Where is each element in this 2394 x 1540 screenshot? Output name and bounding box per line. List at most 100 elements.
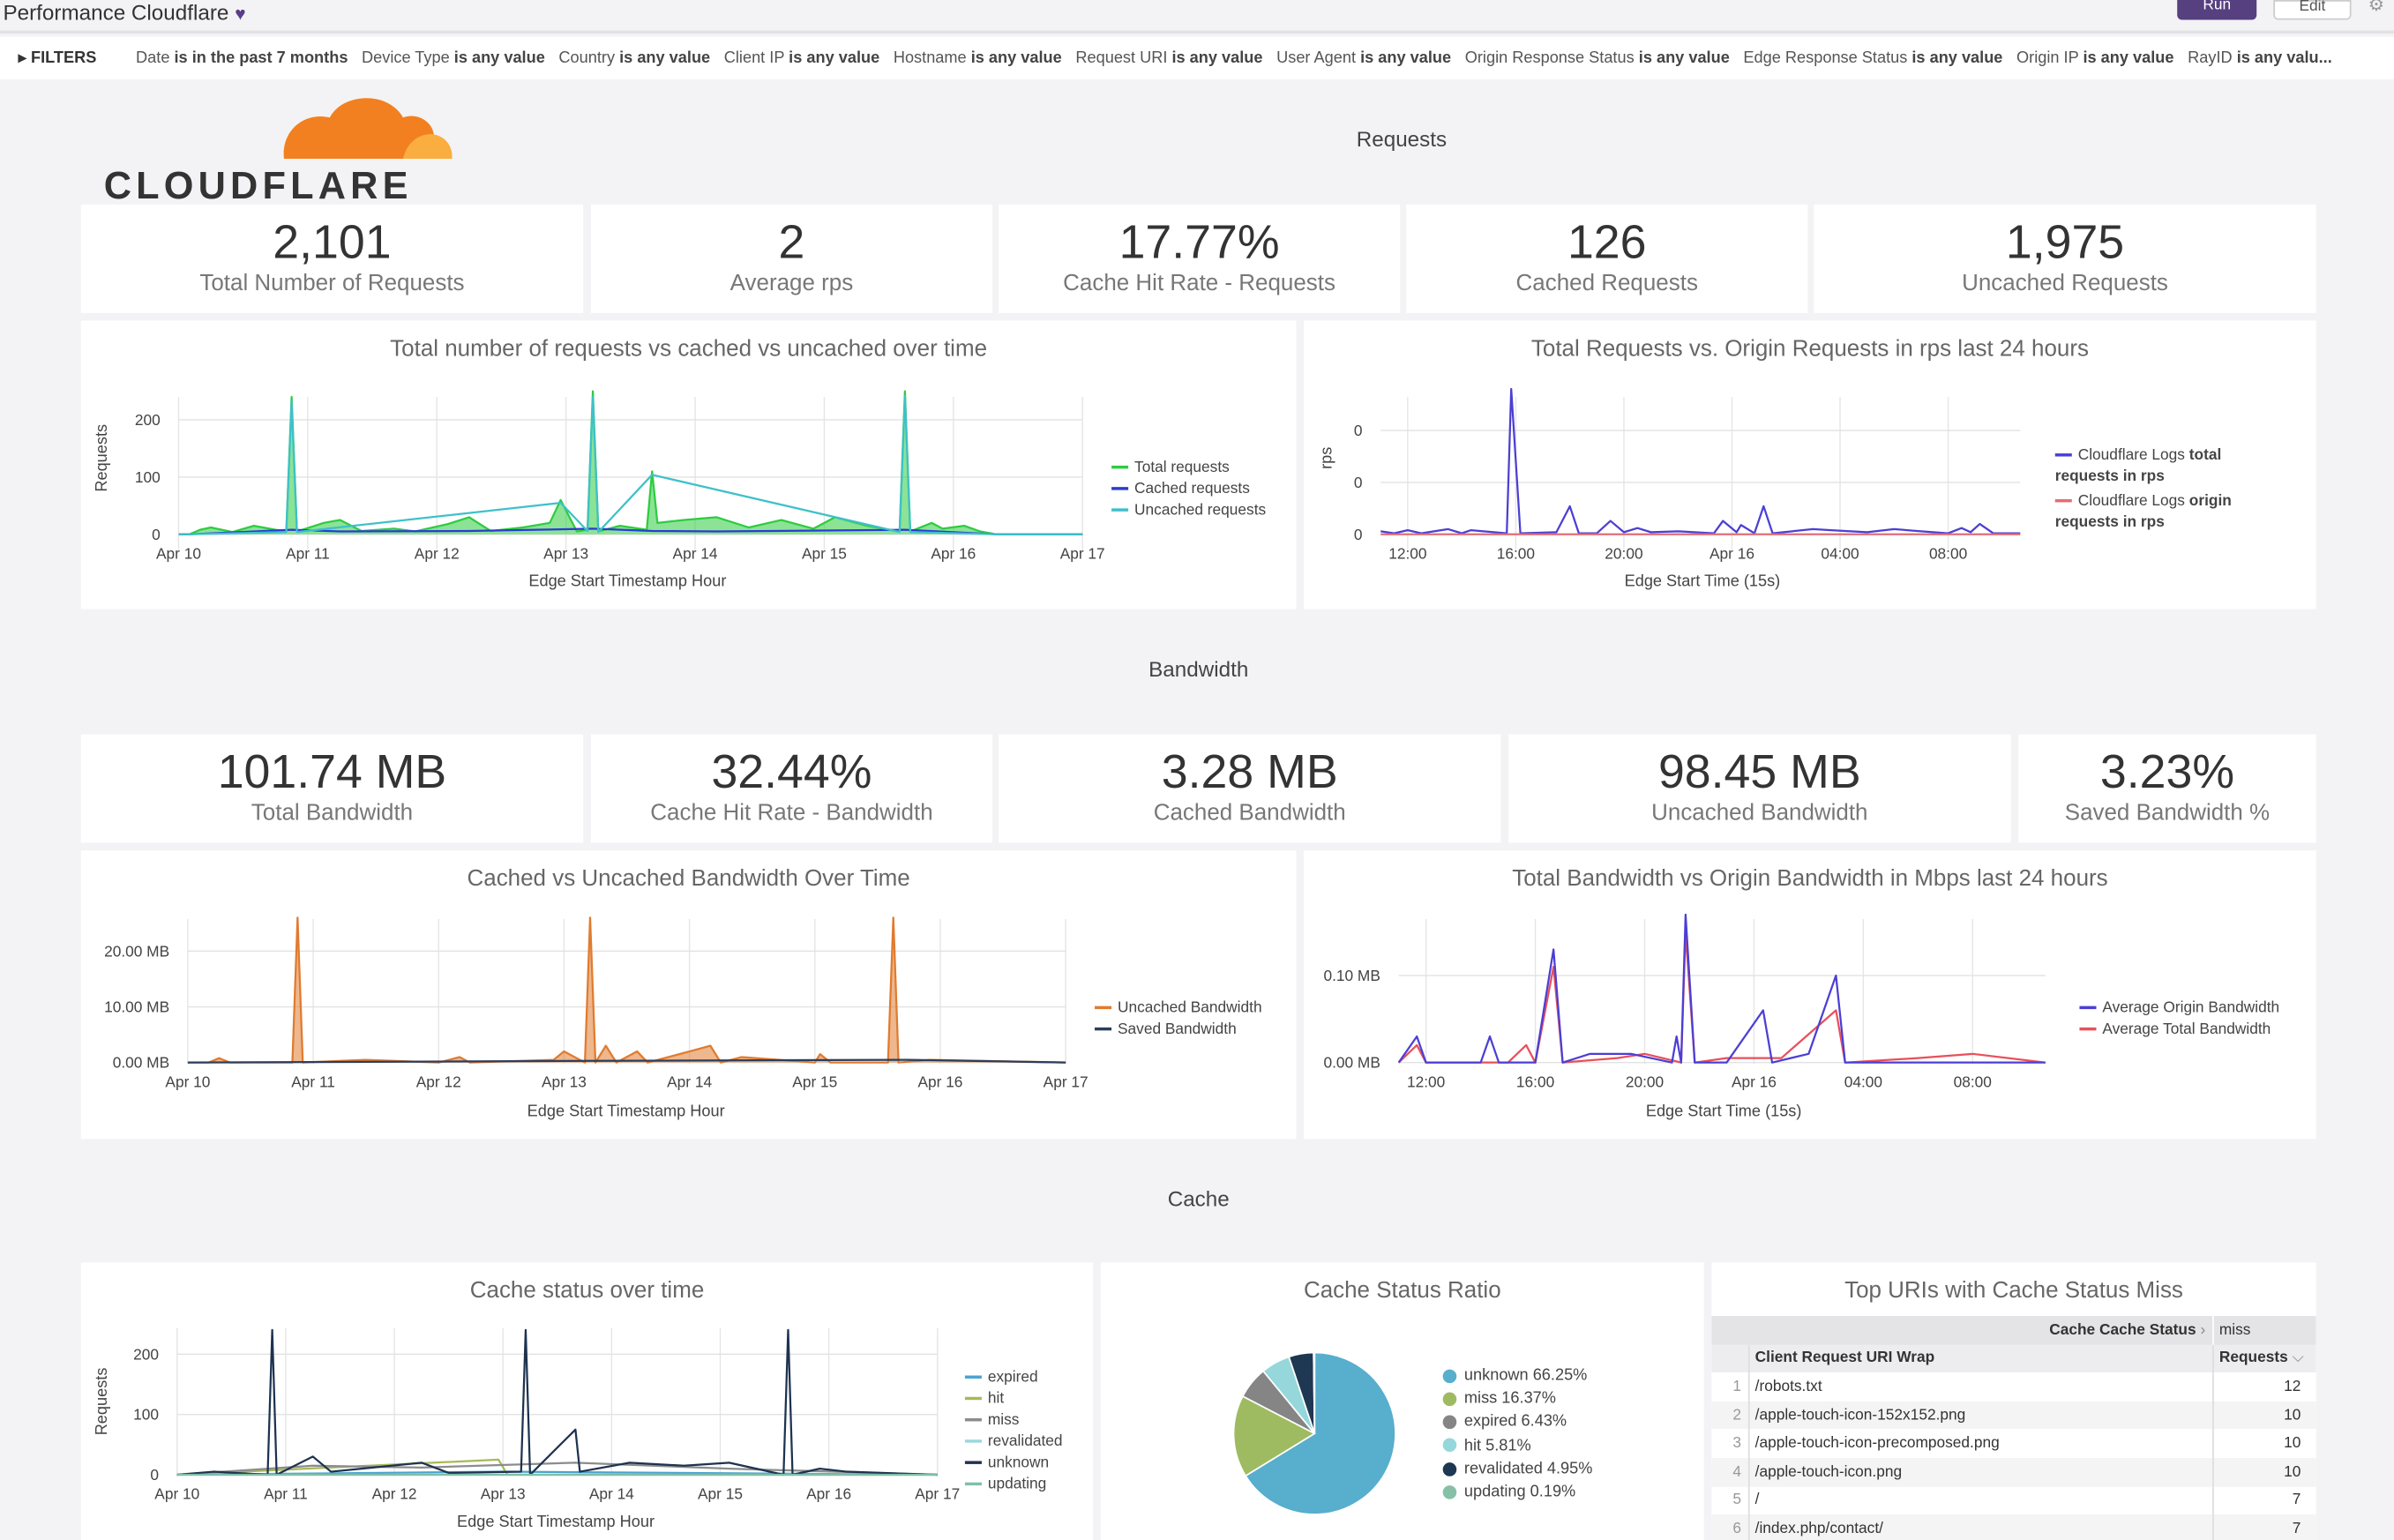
gear-icon[interactable]: ⚙ bbox=[2368, 0, 2385, 16]
legend-item[interactable]: Cloudflare Logs origin requests in rps bbox=[2054, 491, 2269, 534]
filter-chip[interactable]: Country is any value bbox=[558, 49, 710, 67]
chart-legend: Total requests Cached requests Uncached re… bbox=[1111, 458, 1356, 522]
legend-item[interactable]: updating 0.19% bbox=[1442, 1481, 1593, 1504]
legend-label: miss bbox=[987, 1412, 1020, 1430]
legend-item[interactable]: expired 6.43% bbox=[1442, 1411, 1593, 1434]
filters-label: FILTERS bbox=[30, 49, 97, 68]
chevron-right-icon: › bbox=[2200, 1321, 2206, 1339]
table-row[interactable]: 6/index.php/contact/7 bbox=[1711, 1514, 2316, 1540]
legend-dot bbox=[1442, 1439, 1457, 1453]
filter-chip[interactable]: RayID is any valu... bbox=[2188, 49, 2332, 67]
legend-item[interactable]: Saved Bandwidth bbox=[1095, 1020, 1339, 1041]
legend-item[interactable]: Average Total Bandwidth bbox=[2079, 1020, 2323, 1041]
heart-icon[interactable]: ♥ bbox=[235, 3, 246, 25]
filter-chip[interactable]: Device Type is any value bbox=[362, 49, 545, 67]
pivot-header[interactable]: Cache Cache Status › bbox=[1711, 1316, 2213, 1345]
chart-legend: Uncached Bandwidth Saved Bandwidth bbox=[1095, 998, 1339, 1041]
filter-chip[interactable]: Hostname is any value bbox=[894, 49, 1062, 67]
legend-label: Total requests bbox=[1134, 459, 1230, 477]
kpi-tile: 1,975 Uncached Requests bbox=[1814, 204, 2316, 313]
kpi-tile: 2 Average rps bbox=[590, 204, 993, 313]
legend-item[interactable]: Uncached requests bbox=[1111, 501, 1356, 522]
table-row[interactable]: 2/apple-touch-icon-152x152.png 10 bbox=[1711, 1401, 2316, 1430]
legend-item[interactable]: Cached requests bbox=[1111, 479, 1356, 500]
legend-swatch bbox=[964, 1439, 982, 1444]
legend-label: hit bbox=[987, 1390, 1005, 1408]
filter-chip[interactable]: Client IP is any value bbox=[724, 49, 879, 67]
legend-swatch bbox=[2054, 499, 2072, 504]
filter-chip[interactable]: Origin Response Status is any value bbox=[1465, 49, 1730, 67]
legend-item[interactable]: Uncached Bandwidth bbox=[1095, 998, 1339, 1020]
row-number: 1 bbox=[1711, 1372, 1749, 1402]
filter-chip[interactable]: Edge Response Status is any value bbox=[1743, 49, 2002, 67]
legend-item[interactable]: Cloudflare Logs total requests in rps bbox=[2054, 445, 2269, 488]
kpi-tile: 32.44% Cache Hit Rate - Bandwidth bbox=[590, 734, 993, 843]
requests-cell: 10 bbox=[2284, 1407, 2301, 1424]
filter-chip[interactable]: Date is in the past 7 months bbox=[136, 49, 348, 67]
legend-item[interactable]: expired bbox=[964, 1368, 1209, 1389]
table-row[interactable]: 3/apple-touch-icon-precomposed.png 10 bbox=[1711, 1429, 2316, 1458]
filter-condition: is any value bbox=[1171, 49, 1263, 68]
legend-item[interactable]: miss 16.37% bbox=[1442, 1388, 1593, 1411]
legend-label: revalidated 4.95% bbox=[1463, 1459, 1593, 1478]
filter-chip[interactable]: User Agent is any value bbox=[1276, 49, 1451, 67]
filter-chip[interactable]: Request URI is any value bbox=[1075, 49, 1262, 67]
kpi-value: 2,101 bbox=[273, 215, 392, 269]
legend-prefix: Cloudflare Logs bbox=[2077, 493, 2189, 511]
legend-item[interactable]: miss bbox=[964, 1410, 1209, 1432]
filter-chip[interactable]: Origin IP is any value bbox=[2016, 49, 2174, 67]
row-number: 2 bbox=[1711, 1401, 1749, 1430]
legend-label: updating bbox=[987, 1476, 1047, 1493]
filter-condition: is any value bbox=[2083, 49, 2174, 68]
chart-title: Total Bandwidth vs Origin Bandwidth in M… bbox=[1512, 865, 2108, 892]
legend-item[interactable]: unknown 66.25% bbox=[1442, 1364, 1593, 1387]
legend-swatch bbox=[1095, 1006, 1112, 1010]
kpi-value: 3.23% bbox=[2099, 744, 2235, 799]
table-row[interactable]: 5/ 7 bbox=[1711, 1486, 2316, 1515]
filter-condition: is any value bbox=[1360, 49, 1452, 68]
run-button[interactable]: Run bbox=[2177, 0, 2257, 20]
legend-label: unknown 66.25% bbox=[1463, 1366, 1588, 1385]
kpi-value: 17.77% bbox=[1118, 215, 1280, 269]
table-row[interactable]: 4/apple-touch-icon.png 10 bbox=[1711, 1457, 2316, 1487]
legend-swatch bbox=[1111, 466, 1129, 469]
table-row[interactable]: 1/robots.txt 12 bbox=[1711, 1372, 2316, 1402]
column-header-uri[interactable]: Client Request URI Wrap bbox=[1747, 1344, 2213, 1373]
kpi-value: 98.45 MB bbox=[1657, 744, 1861, 799]
legend-item[interactable]: updating bbox=[964, 1475, 1209, 1496]
column-header-requests[interactable]: Requests ⌵ bbox=[2212, 1344, 2316, 1372]
legend-label: Saved Bandwidth bbox=[1117, 1020, 1237, 1038]
kpi-label: Total Bandwidth bbox=[251, 799, 414, 826]
legend-item[interactable]: unknown bbox=[964, 1454, 1209, 1475]
requests-cell: 10 bbox=[2284, 1463, 2301, 1481]
kpi-label: Uncached Requests bbox=[1962, 270, 2168, 296]
panel-cache-ratio: Cache Status Ratio bbox=[1100, 1262, 1704, 1540]
edit-button[interactable]: Edit bbox=[2273, 0, 2352, 20]
uri-cell: /apple-touch-icon-precomposed.png bbox=[1747, 1429, 2213, 1458]
filter-field: Date bbox=[136, 49, 170, 68]
chart-title: Cache status over time bbox=[469, 1277, 705, 1305]
chart-legend: Average Origin Bandwidth Average Total Ba… bbox=[2079, 998, 2323, 1041]
section-requests: Requests bbox=[1356, 126, 1448, 152]
kpi-label: Saved Bandwidth % bbox=[2064, 799, 2271, 826]
filter-field: User Agent bbox=[1276, 49, 1357, 68]
chart-title: Cached vs Uncached Bandwidth Over Time bbox=[467, 865, 910, 892]
legend-dot bbox=[1442, 1415, 1457, 1430]
legend-item[interactable]: revalidated 4.95% bbox=[1442, 1458, 1593, 1481]
kpi-tile: 2,101 Total Number of Requests bbox=[80, 204, 584, 313]
legend-item[interactable]: hit 5.81% bbox=[1442, 1434, 1593, 1457]
filter-condition: is any value bbox=[1638, 49, 1730, 68]
filters-toggle[interactable]: ▸ FILTERS bbox=[18, 49, 97, 68]
legend-swatch bbox=[964, 1397, 982, 1401]
kpi-label: Cached Bandwidth bbox=[1153, 799, 1346, 826]
filter-condition: is any value bbox=[453, 49, 545, 68]
uri-cell: /apple-touch-icon.png bbox=[1747, 1457, 2213, 1487]
panel-cache-status: Cache status over time bbox=[80, 1262, 1094, 1540]
chart-title: Total number of requests vs cached vs un… bbox=[390, 335, 988, 363]
legend-swatch bbox=[964, 1462, 982, 1465]
legend-item[interactable]: hit bbox=[964, 1389, 1209, 1410]
legend-item[interactable]: Average Origin Bandwidth bbox=[2079, 998, 2323, 1020]
legend-item[interactable]: Total requests bbox=[1111, 458, 1356, 479]
legend-item[interactable]: revalidated bbox=[964, 1432, 1209, 1454]
